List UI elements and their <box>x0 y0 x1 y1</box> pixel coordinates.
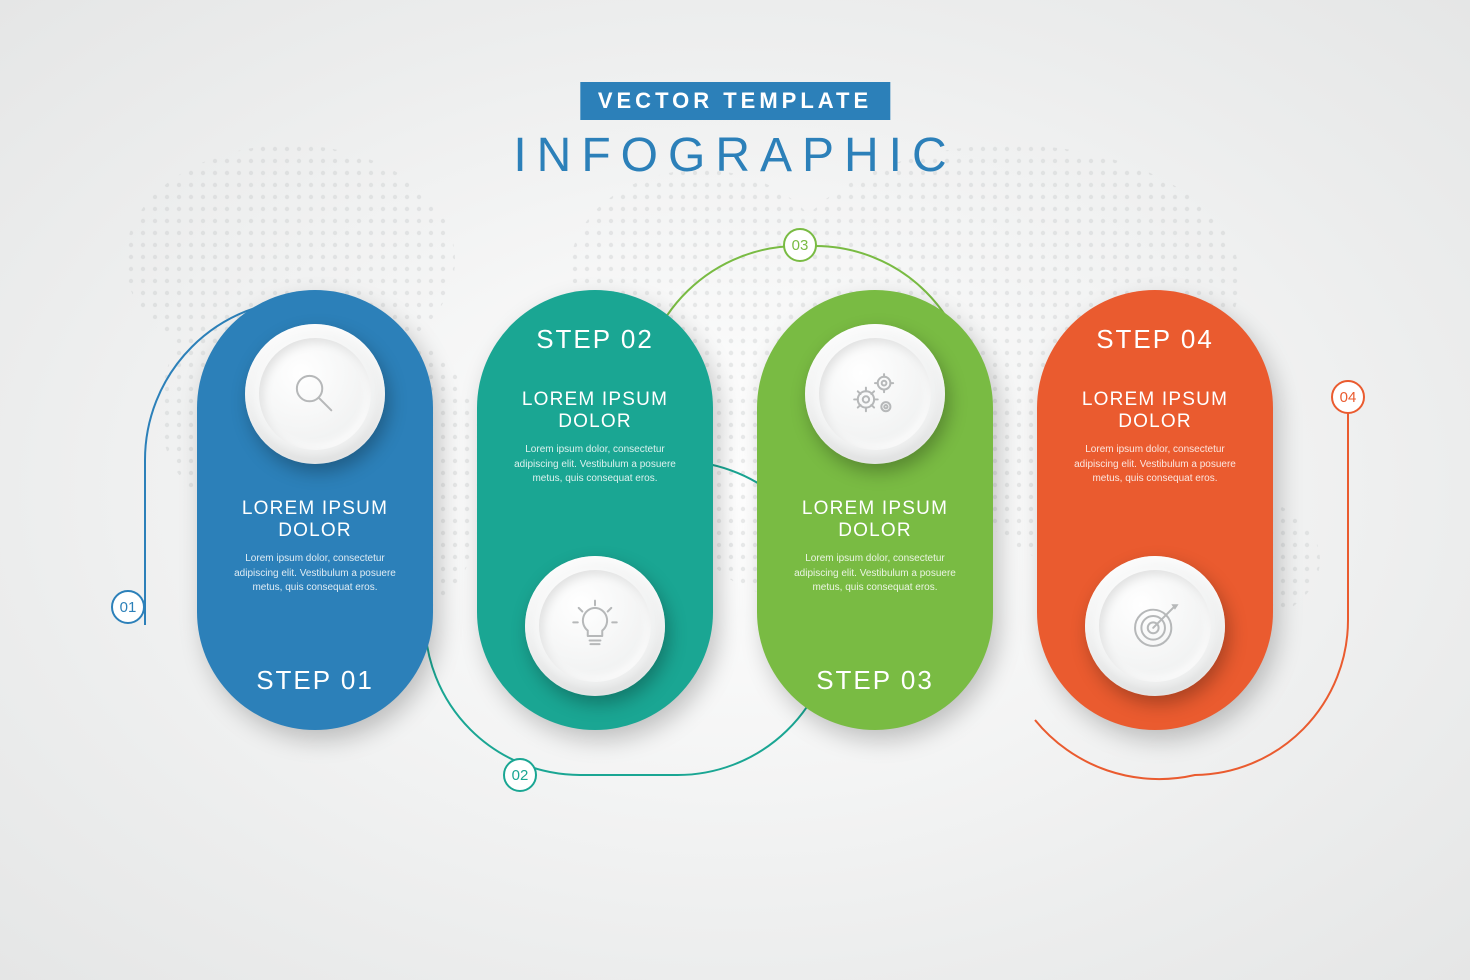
step-body-01: Lorem ipsum dolor, consectetur adipiscin… <box>225 552 405 596</box>
step-card-02: STEP 02 LOREM IPSUM DOLOR Lorem ipsum do… <box>477 290 713 730</box>
step-label-01: STEP 01 <box>256 665 374 696</box>
gears-icon <box>805 324 945 464</box>
step-heading-03: LOREM IPSUM DOLOR <box>783 498 967 542</box>
bulb-icon <box>525 556 665 696</box>
step-body-03: Lorem ipsum dolor, consectetur adipiscin… <box>785 552 965 596</box>
header-badge: VECTOR TEMPLATE <box>580 82 890 120</box>
step-label-02: STEP 02 <box>536 324 654 355</box>
step-number-badge-03: 03 <box>783 228 817 262</box>
header-title: INFOGRAPHIC <box>513 128 956 183</box>
header: VECTOR TEMPLATE INFOGRAPHIC <box>513 82 956 183</box>
step-heading-04: LOREM IPSUM DOLOR <box>1063 389 1247 433</box>
step-card-03: LOREM IPSUM DOLOR Lorem ipsum dolor, con… <box>757 290 993 730</box>
step-number-04: 04 <box>1340 389 1357 406</box>
step-body-04: Lorem ipsum dolor, consectetur adipiscin… <box>1065 443 1245 487</box>
step-number-badge-02: 02 <box>503 758 537 792</box>
step-label-03: STEP 03 <box>816 665 934 696</box>
search-icon <box>245 324 385 464</box>
step-heading-01: LOREM IPSUM DOLOR <box>223 498 407 542</box>
step-number-02: 02 <box>512 767 529 784</box>
step-body-02: Lorem ipsum dolor, consectetur adipiscin… <box>505 443 685 487</box>
step-number-badge-04: 04 <box>1331 380 1365 414</box>
step-number-badge-01: 01 <box>111 590 145 624</box>
infographic-stage: VECTOR TEMPLATE INFOGRAPHIC 01 02 03 04 … <box>0 0 1470 980</box>
step-number-03: 03 <box>792 237 809 254</box>
step-number-01: 01 <box>120 599 137 616</box>
step-card-01: LOREM IPSUM DOLOR Lorem ipsum dolor, con… <box>197 290 433 730</box>
step-label-04: STEP 04 <box>1096 324 1214 355</box>
target-icon <box>1085 556 1225 696</box>
steps-row: LOREM IPSUM DOLOR Lorem ipsum dolor, con… <box>197 290 1273 730</box>
step-card-04: STEP 04 LOREM IPSUM DOLOR Lorem ipsum do… <box>1037 290 1273 730</box>
step-heading-02: LOREM IPSUM DOLOR <box>503 389 687 433</box>
